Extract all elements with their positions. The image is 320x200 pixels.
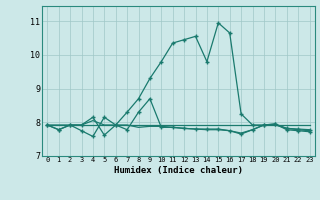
X-axis label: Humidex (Indice chaleur): Humidex (Indice chaleur) <box>114 166 243 175</box>
